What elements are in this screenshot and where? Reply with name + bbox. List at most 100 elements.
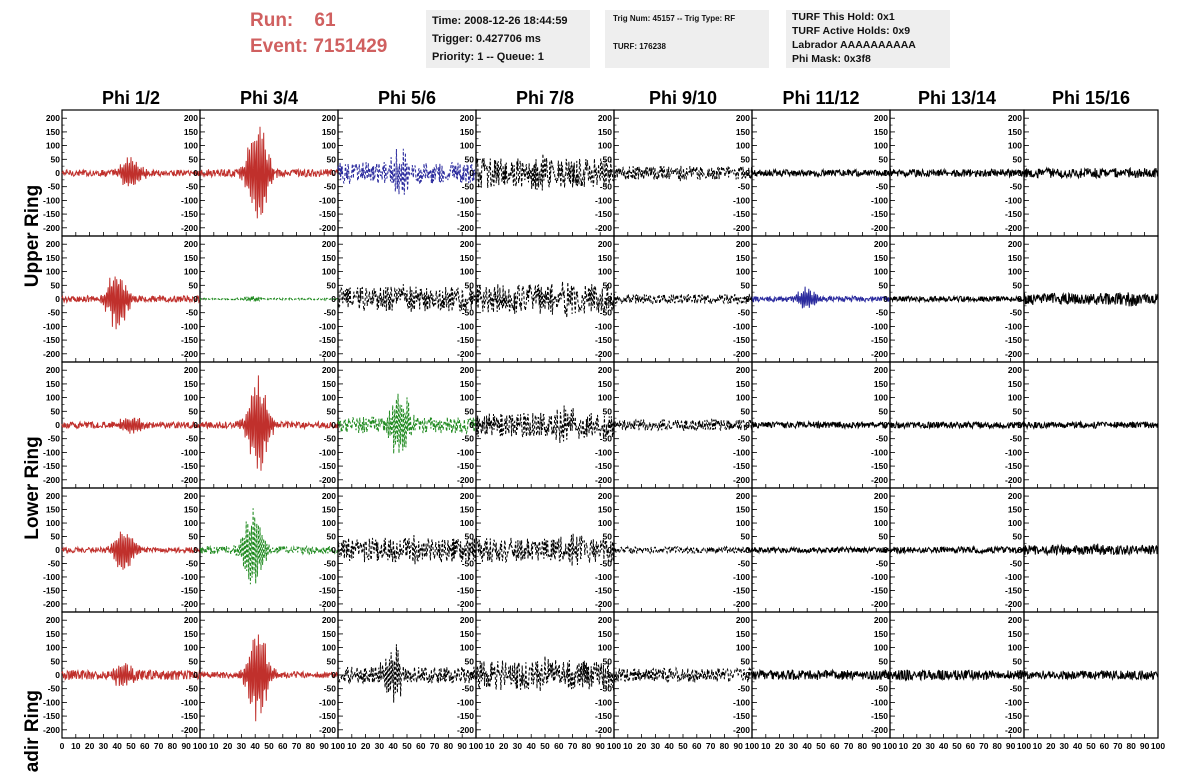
y-tick-label: -150: [319, 711, 336, 721]
x-tick-label: 30: [99, 741, 109, 751]
y-tick-label: -100: [733, 572, 750, 582]
x-tick-label: 70: [844, 741, 854, 751]
y-tick-label: -200: [457, 475, 474, 485]
y-tick-label: -150: [871, 585, 888, 595]
y-tick-label: -100: [733, 447, 750, 457]
y-tick-label: 0: [55, 294, 60, 304]
waveform-trace: [751, 668, 891, 682]
y-tick-label: 200: [460, 113, 474, 123]
y-tick-label: 100: [598, 643, 612, 653]
y-tick-label: 200: [184, 113, 198, 123]
y-tick-label: 50: [1013, 532, 1023, 542]
y-tick-label: 150: [184, 253, 198, 263]
y-tick-label: 50: [465, 532, 475, 542]
y-tick-label: -200: [319, 475, 336, 485]
y-tick-label: 150: [598, 629, 612, 639]
y-tick-label: -100: [1005, 321, 1022, 331]
y-tick-label: 200: [874, 491, 888, 501]
y-tick-label: -50: [876, 182, 889, 192]
y-tick-label: -200: [43, 349, 60, 359]
y-tick-label: -150: [733, 711, 750, 721]
waveform-trace: [1023, 543, 1159, 557]
y-tick-label: -150: [319, 461, 336, 471]
y-tick-label: 0: [607, 670, 612, 680]
run-event-box: Run: 61 Event: 7151429: [250, 8, 420, 64]
x-tick-label: 70: [292, 741, 302, 751]
time-info-box: Time: 2008-12-26 18:44:59 Trigger: 0.427…: [426, 10, 590, 68]
y-tick-label: -50: [186, 684, 199, 694]
waveform-trace: [1023, 291, 1159, 307]
y-tick-label: -50: [1010, 684, 1023, 694]
y-tick-label: 150: [598, 253, 612, 263]
y-tick-label: 50: [603, 280, 613, 290]
x-tick-label: 90: [181, 741, 191, 751]
y-tick-label: -100: [1005, 447, 1022, 457]
waveform-trace: [199, 126, 339, 219]
y-tick-label: -200: [457, 223, 474, 233]
y-tick-label: 100: [598, 267, 612, 277]
waveform-trace: [199, 634, 339, 722]
y-tick-label: -100: [595, 697, 612, 707]
y-tick-label: 50: [879, 656, 889, 666]
y-tick-label: 100: [736, 393, 750, 403]
y-tick-label: 50: [465, 280, 475, 290]
y-tick-label: 200: [1008, 365, 1022, 375]
x-tick-label: 100: [469, 741, 483, 751]
y-tick-label: 0: [331, 420, 336, 430]
y-tick-label: -150: [595, 711, 612, 721]
x-tick-label: 50: [540, 741, 550, 751]
y-tick-label: -200: [181, 349, 198, 359]
y-tick-label: 50: [189, 406, 199, 416]
y-tick-label: -200: [319, 349, 336, 359]
y-tick-label: -50: [324, 434, 337, 444]
x-tick-label: 50: [678, 741, 688, 751]
y-tick-label: 0: [607, 168, 612, 178]
y-tick-label: -100: [457, 447, 474, 457]
y-tick-label: 100: [874, 643, 888, 653]
column-header: Phi 11/12: [782, 88, 859, 108]
y-tick-label: 50: [327, 154, 337, 164]
y-tick-label: 0: [55, 420, 60, 430]
waveform-trace: [61, 276, 201, 330]
y-tick-label: 100: [184, 141, 198, 151]
y-tick-label: -200: [181, 599, 198, 609]
y-tick-label: 50: [1013, 406, 1023, 416]
row-label: Lower Ring: [22, 436, 43, 539]
y-tick-label: -200: [1005, 349, 1022, 359]
column-header: Phi 1/2: [102, 88, 160, 108]
waveform-trace: [475, 281, 615, 318]
x-tick-label: 60: [1100, 741, 1110, 751]
x-tick-label: 100: [1151, 741, 1165, 751]
y-tick-label: -200: [871, 475, 888, 485]
x-tick-label: 80: [444, 741, 454, 751]
x-tick-label: 60: [966, 741, 976, 751]
waveform-trace: [889, 167, 1025, 179]
y-tick-label: -100: [733, 321, 750, 331]
y-tick-label: -200: [319, 599, 336, 609]
y-tick-label: -50: [876, 308, 889, 318]
y-tick-label: 50: [327, 280, 337, 290]
y-tick-label: -150: [871, 461, 888, 471]
y-tick-label: 100: [184, 643, 198, 653]
y-tick-label: -50: [600, 182, 613, 192]
y-tick-label: -150: [733, 461, 750, 471]
y-tick-label: 200: [598, 615, 612, 625]
x-tick-label: 30: [237, 741, 247, 751]
x-tick-label: 30: [651, 741, 661, 751]
y-tick-label: -150: [43, 209, 60, 219]
y-tick-label: -150: [319, 209, 336, 219]
y-tick-label: -150: [43, 585, 60, 595]
x-tick-label: 80: [582, 741, 592, 751]
waveform-trace: [751, 167, 891, 178]
x-tick-label: 10: [1033, 741, 1043, 751]
y-tick-label: -50: [462, 684, 475, 694]
waveform-trace: [61, 531, 201, 570]
y-tick-label: 0: [607, 420, 612, 430]
y-tick-label: -150: [181, 711, 198, 721]
x-tick-label: 40: [112, 741, 122, 751]
y-tick-label: 0: [883, 168, 888, 178]
waveform-trace: [1023, 420, 1159, 431]
priority-line: Priority: 1 -- Queue: 1: [432, 51, 544, 63]
y-tick-label: -50: [324, 308, 337, 318]
x-tick-label: 40: [388, 741, 398, 751]
